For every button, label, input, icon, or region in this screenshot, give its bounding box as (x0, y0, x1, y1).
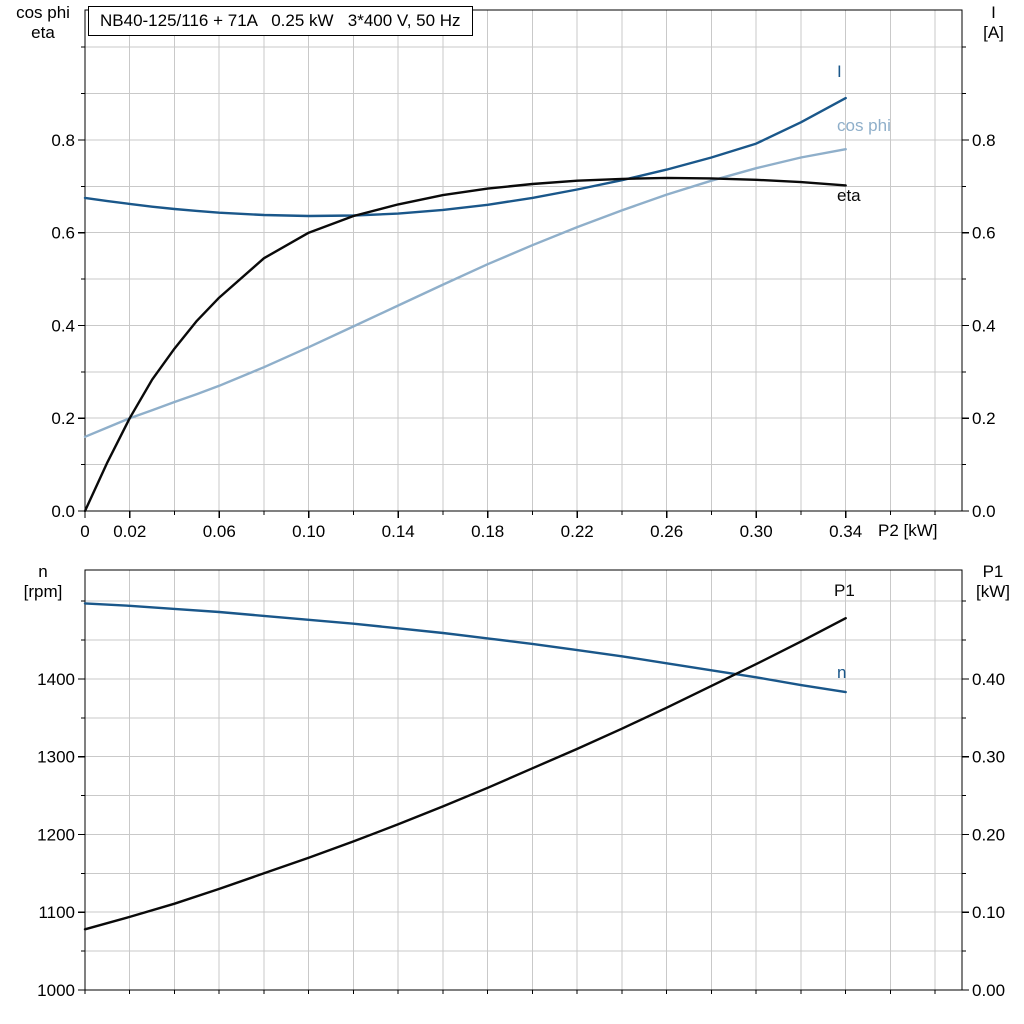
x-tick-label: 0.06 (203, 522, 236, 541)
y-tick-label-right: 0.10 (972, 903, 1005, 922)
x-tick-label: 0.02 (113, 522, 146, 541)
bottom-right-axis-title: P1 [kW] (963, 562, 1023, 602)
y-tick-label-left: 1000 (37, 981, 75, 1000)
x-tick-label: 0.34 (829, 522, 862, 541)
x-tick-label: 0.26 (650, 522, 683, 541)
curves-speed-and-input-power-curves (83, 602, 847, 931)
bottom-left-axis-title: n [rpm] (2, 562, 84, 602)
y-tick-label-left: 0.6 (51, 224, 75, 243)
y-tick-label-left: 1200 (37, 825, 75, 844)
y-tick-label-right: 0.00 (972, 981, 1005, 1000)
axes-motor-electrical-curves: 0 0.02 0.06 0.10 0.14 0.18 0.22 0.26 0.30 0.34 0.0… (51, 9, 996, 541)
x-tick-label: 0.30 (740, 522, 773, 541)
y-tick-label-right: 0.6 (972, 224, 996, 243)
y-tick-label-right: 0.20 (972, 825, 1005, 844)
axis-title-eta: eta (31, 23, 55, 42)
y-tick-label-left: 0.0 (51, 502, 75, 521)
y-tick-label-left: 1100 (38, 903, 75, 922)
axis-title-cos-phi: cos phi (16, 3, 70, 22)
axis-title-current: I (991, 3, 996, 22)
grid-speed-and-input-power-curves (85, 570, 962, 990)
curve-n (83, 602, 847, 694)
y-tick-label-right: 0.8 (972, 131, 996, 150)
curves-motor-electrical-curves (83, 96, 847, 513)
x-tick-label: 0 (80, 522, 89, 541)
x-axis-title: P2 [kW] (878, 521, 938, 540)
grid-motor-electrical-curves (85, 10, 962, 511)
y-tick-label-left: 0.2 (51, 409, 75, 428)
curve-cos-phi (83, 147, 847, 438)
y-tick-label-right: 0.2 (972, 409, 996, 428)
plot-frame (84, 9, 963, 512)
x-tick-label: 0.14 (382, 522, 415, 541)
y-tick-label-right: 0.0 (972, 502, 996, 521)
curve-label-cos-phi: cos phi (837, 116, 891, 135)
x-tick-label: 0.18 (471, 522, 504, 541)
curve-I (83, 96, 847, 218)
y-tick-label-right: 0.4 (972, 316, 996, 335)
top-right-axis-title: I [A] (966, 3, 1021, 43)
title-box: NB40-125/116 + 71A 0.25 kW 3*400 V, 50 H… (88, 6, 473, 36)
y-tick-label-left: 0.8 (51, 131, 75, 150)
axis-title-speed-unit: [rpm] (23, 582, 63, 601)
y-tick-label-left: 1400 (37, 670, 75, 689)
x-tick-label: 0.10 (292, 522, 325, 541)
axis-title-current-unit: [A] (983, 23, 1004, 42)
curve-label-eta: eta (837, 186, 861, 205)
top-left-axis-title: cos phi eta (2, 3, 84, 43)
y-tick-label-right: 0.30 (972, 748, 1005, 767)
axis-title-input-power: P1 (982, 562, 1004, 581)
x-tick-label: 0.22 (561, 522, 594, 541)
y-tick-label-right: 0.40 (972, 670, 1005, 689)
axes-speed-and-input-power-curves: 1000 1100 1200 1300 1400 0.00 0.10 0.20 0.30 0.40 (37, 569, 1005, 1000)
curve-label-I: I (837, 62, 842, 81)
y-tick-label-left: 0.4 (51, 316, 75, 335)
plot-frame (84, 569, 963, 991)
curve-eta (83, 176, 847, 513)
y-tick-label-left: 1300 (37, 748, 75, 767)
curve-label-P1: P1 (834, 581, 855, 600)
axis-title-input-power-unit: [kW] (976, 582, 1010, 601)
curve-label-n: n (837, 663, 847, 682)
curve-P1 (83, 617, 847, 931)
axis-title-speed: n (38, 562, 48, 581)
